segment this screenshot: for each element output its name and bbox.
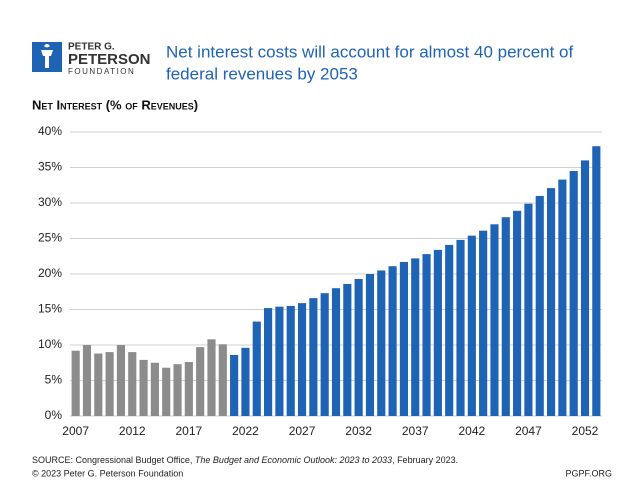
y-tick-label: 35% — [38, 160, 62, 174]
bar — [128, 352, 137, 416]
bar — [71, 350, 80, 416]
bar — [184, 362, 193, 416]
subtitle: Net Interest (% of Revenues) — [32, 97, 198, 112]
bar — [116, 345, 126, 416]
x-tick-label: 2037 — [402, 424, 429, 438]
bar — [252, 321, 261, 416]
bar — [467, 235, 476, 416]
x-tick-label: 2052 — [572, 424, 599, 438]
bar — [139, 359, 148, 416]
bar — [365, 274, 375, 416]
x-tick-label: 2012 — [119, 424, 146, 438]
bar — [196, 347, 205, 416]
chart-title: federal revenues by 2053 — [166, 64, 358, 83]
bar — [490, 224, 499, 416]
bar — [105, 352, 114, 416]
bar — [445, 244, 454, 416]
bar — [343, 283, 352, 416]
bar — [331, 288, 341, 416]
bar — [558, 179, 567, 416]
bar — [479, 230, 488, 416]
logo-text: PETER G. — [68, 42, 115, 53]
bar — [207, 339, 216, 416]
bar — [580, 160, 590, 416]
y-tick-label: 0% — [45, 408, 63, 422]
y-tick-label: 15% — [38, 302, 62, 316]
bar — [513, 210, 522, 416]
bar — [433, 249, 442, 416]
x-tick-label: 2007 — [62, 424, 89, 438]
bar — [309, 298, 318, 416]
bar — [569, 171, 578, 416]
x-tick-label: 2042 — [458, 424, 485, 438]
bar — [230, 354, 239, 416]
bar — [422, 254, 431, 416]
bar — [241, 347, 250, 416]
bar — [286, 305, 295, 416]
bar — [501, 217, 510, 416]
bar — [546, 188, 556, 416]
bar — [524, 203, 533, 416]
source-text: The Budget and Economic Outlook: 2023 to… — [195, 455, 392, 465]
bar — [535, 195, 544, 416]
x-tick-label: 2017 — [175, 424, 202, 438]
y-tick-label: 25% — [38, 231, 62, 245]
y-tick-label: 20% — [38, 266, 62, 280]
x-tick-label: 2022 — [232, 424, 259, 438]
chart-title: Net interest costs will account for almo… — [166, 42, 574, 61]
bar — [82, 345, 92, 416]
source: SOURCE: Congressional Budget Office, The… — [32, 455, 458, 465]
bar — [275, 306, 284, 416]
bar — [173, 364, 182, 416]
bar — [150, 362, 159, 416]
logo-text: PETERSON — [68, 51, 151, 68]
y-tick-label: 40% — [38, 124, 62, 138]
source-text: SOURCE: Congressional Budget Office, — [32, 455, 195, 465]
y-tick-label: 30% — [38, 195, 62, 209]
bar — [411, 258, 420, 416]
bar — [399, 261, 408, 416]
source-text: , February 2023. — [392, 455, 458, 465]
y-tick-label: 5% — [45, 373, 63, 387]
x-tick-label: 2047 — [515, 424, 542, 438]
bar — [218, 344, 227, 416]
bar — [456, 239, 465, 416]
bar — [320, 293, 329, 416]
logo-text: FOUNDATION — [68, 67, 135, 76]
bar — [94, 353, 103, 416]
bar — [162, 367, 171, 416]
y-tick-label: 10% — [38, 337, 62, 351]
bar — [264, 308, 273, 416]
bar — [388, 266, 397, 416]
x-tick-label: 2032 — [345, 424, 372, 438]
x-tick-label: 2027 — [289, 424, 316, 438]
bar — [297, 303, 307, 416]
copyright: © 2023 Peter G. Peterson Foundation — [32, 468, 183, 478]
bar — [354, 278, 363, 416]
bar — [377, 270, 386, 416]
bar — [592, 146, 601, 416]
site: PGPF.ORG — [565, 468, 612, 478]
logo-torch — [41, 44, 53, 68]
